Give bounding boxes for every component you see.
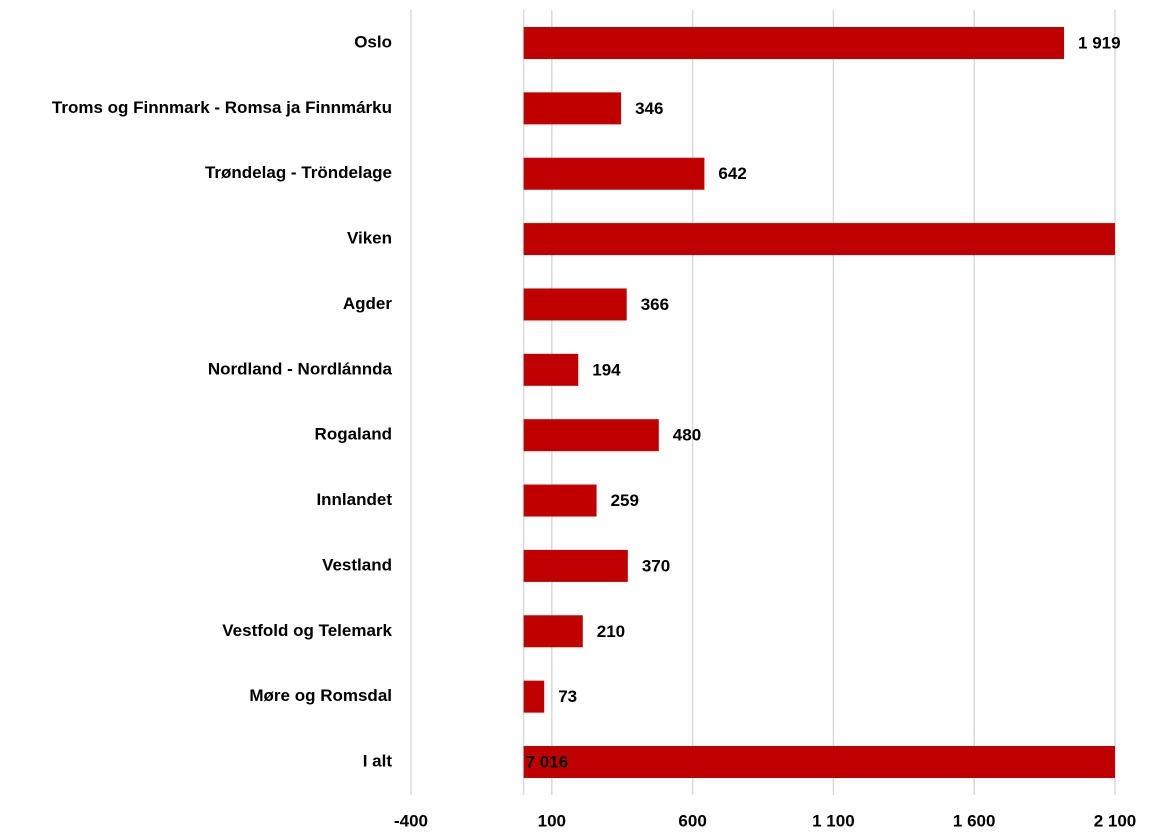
value-label: 210 xyxy=(597,622,625,641)
category-label: Viken xyxy=(347,229,392,248)
category-label: Troms og Finnmark - Romsa ja Finnmárku xyxy=(52,98,392,117)
x-tick-label: 1 100 xyxy=(812,811,855,830)
x-tick-label: 100 xyxy=(538,811,566,830)
x-tick-label: 2 100 xyxy=(1094,811,1137,830)
category-label: Vestland xyxy=(322,555,392,574)
category-label: Agder xyxy=(343,294,393,313)
value-label: 480 xyxy=(673,426,701,445)
category-label: I alt xyxy=(363,751,393,770)
value-label: 370 xyxy=(642,556,670,575)
bar xyxy=(523,615,583,648)
bar xyxy=(523,746,1115,778)
value-label: 73 xyxy=(558,687,577,706)
value-label: 642 xyxy=(718,164,746,183)
x-tick-label: 1 600 xyxy=(953,811,996,830)
bar xyxy=(523,288,627,321)
bar xyxy=(523,92,622,125)
bar xyxy=(523,353,579,386)
category-label: Nordland - Nordlánnda xyxy=(208,359,393,378)
bar xyxy=(523,484,597,517)
bar xyxy=(523,157,705,190)
bar xyxy=(523,680,545,713)
category-label: Møre og Romsdal xyxy=(249,686,392,705)
category-label: Rogaland xyxy=(315,425,392,444)
bar xyxy=(523,223,1115,256)
bar xyxy=(523,27,1065,59)
value-label: 1 919 xyxy=(1078,33,1121,52)
value-label: 346 xyxy=(635,99,663,118)
category-label: Oslo xyxy=(354,32,392,51)
x-tick-label: 600 xyxy=(678,811,706,830)
bar xyxy=(523,549,628,582)
category-label: Innlandet xyxy=(316,490,392,509)
value-label: 259 xyxy=(611,491,639,510)
x-tick-label: -400 xyxy=(394,811,428,830)
bar xyxy=(523,419,659,452)
value-label: 194 xyxy=(592,360,621,379)
category-label: Vestfold og Telemark xyxy=(222,621,392,640)
value-label: 366 xyxy=(641,295,669,314)
category-label: Trøndelag - Tröndelage xyxy=(205,163,392,182)
value-label: 7 016 xyxy=(526,752,569,771)
